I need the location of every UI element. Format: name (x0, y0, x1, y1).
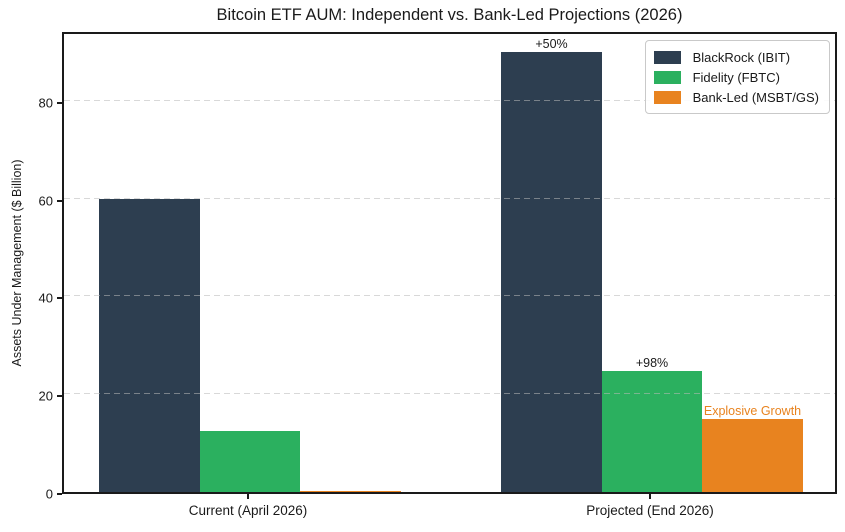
y-tick-label-0: 0 (45, 486, 53, 502)
legend-item-fidelity: Fidelity (FBTC) (653, 67, 819, 87)
legend-swatch-bankled (653, 90, 681, 104)
y-tick-mark-60 (57, 199, 62, 202)
y-tick-mark-40 (57, 297, 62, 300)
bars-layer (64, 34, 835, 492)
y-tick-mark-0 (57, 493, 62, 495)
legend-label-blackrock: BlackRock (IBIT) (692, 49, 791, 65)
y-axis-label: Assets Under Management ($ Billion) (10, 159, 24, 367)
legend-item-blackrock: BlackRock (IBIT) (653, 47, 819, 67)
y-tick-label-40: 40 (38, 290, 53, 306)
bar-projected-end-2026-bank-led-msbt-gs (702, 418, 803, 492)
annotations-layer: +50% +98% Explosive Growth (64, 34, 835, 492)
y-tick-mark-20 (57, 395, 62, 398)
annotation-50: +50% (535, 37, 568, 51)
bar-projected-end-2026-blackrock-ibit (501, 52, 602, 492)
bar-current-april-2026-blackrock-ibit (99, 198, 200, 492)
legend-item-bankled: Bank-Led (MSBT/GS) (653, 87, 819, 107)
bar-current-april-2026-bank-led-msbt-gs (300, 490, 401, 492)
y-tick-label-80: 80 (38, 95, 53, 111)
legend-label-fidelity: Fidelity (FBTC) (692, 69, 780, 85)
chart-title: Bitcoin ETF AUM: Independent vs. Bank-Le… (216, 6, 683, 24)
y-tick-label-20: 20 (38, 388, 53, 404)
bar-current-april-2026-fidelity-fbtc (199, 430, 301, 492)
plot-area: +50% +98% Explosive Growth BlackRock (IBIT… (62, 32, 837, 494)
y-tick-mark-80 (57, 101, 62, 104)
legend-swatch-fidelity (653, 70, 681, 84)
x-tick-mark-projected-end-2026 (649, 494, 651, 499)
legend-label-bankled: Bank-Led (MSBT/GS) (692, 89, 819, 105)
legend: BlackRock (IBIT) Fidelity (FBTC) Bank-Le… (644, 40, 830, 114)
annotation-98: +98% (635, 356, 669, 370)
x-tick-label-current-april-2026: Current (April 2026) (188, 503, 308, 518)
legend-swatch-blackrock (653, 50, 681, 64)
x-tick-label-projected-end-2026: Projected (End 2026) (586, 503, 714, 518)
x-tick-mark-current-april-2026 (247, 494, 249, 499)
bar-projected-end-2026-fidelity-fbtc (601, 371, 703, 492)
annotation-explosive-growth: Explosive Growth (703, 403, 802, 418)
y-tick-label-60: 60 (38, 193, 53, 209)
